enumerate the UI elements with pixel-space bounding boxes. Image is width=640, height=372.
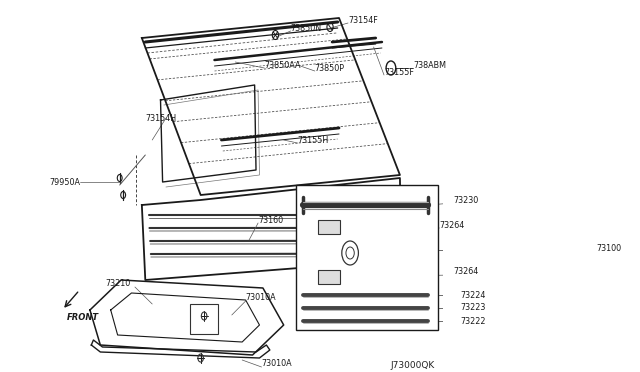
Text: 73264: 73264 xyxy=(453,267,479,276)
Text: 73230: 73230 xyxy=(453,196,479,205)
Bar xyxy=(318,220,340,234)
Text: 09146-61226: 09146-61226 xyxy=(360,244,413,253)
Text: 73210: 73210 xyxy=(106,279,131,289)
Text: 73155H: 73155H xyxy=(298,135,329,144)
Bar xyxy=(318,270,340,284)
Text: J73000QK: J73000QK xyxy=(391,360,435,369)
Bar xyxy=(296,185,438,330)
Text: 73155F: 73155F xyxy=(384,67,414,77)
Text: 73223: 73223 xyxy=(460,304,486,312)
Text: 73100: 73100 xyxy=(596,244,621,253)
Text: 73850AA: 73850AA xyxy=(264,61,301,70)
Text: 73264: 73264 xyxy=(440,221,465,230)
Text: 73010A: 73010A xyxy=(246,294,276,302)
Text: 73224: 73224 xyxy=(460,291,486,299)
Text: 73850P: 73850P xyxy=(315,64,345,73)
Bar xyxy=(190,304,218,334)
Text: 73154H: 73154H xyxy=(145,113,177,122)
Text: 738ABM: 738ABM xyxy=(413,61,446,70)
Text: FRONT: FRONT xyxy=(67,314,99,323)
Text: (2): (2) xyxy=(367,256,378,264)
Text: 73010A: 73010A xyxy=(262,359,292,369)
Text: 73222: 73222 xyxy=(460,317,486,327)
Text: 73154F: 73154F xyxy=(348,16,378,25)
Text: 73160: 73160 xyxy=(258,215,284,224)
Text: 79950A: 79950A xyxy=(50,177,81,186)
Text: 73850N: 73850N xyxy=(291,23,322,32)
